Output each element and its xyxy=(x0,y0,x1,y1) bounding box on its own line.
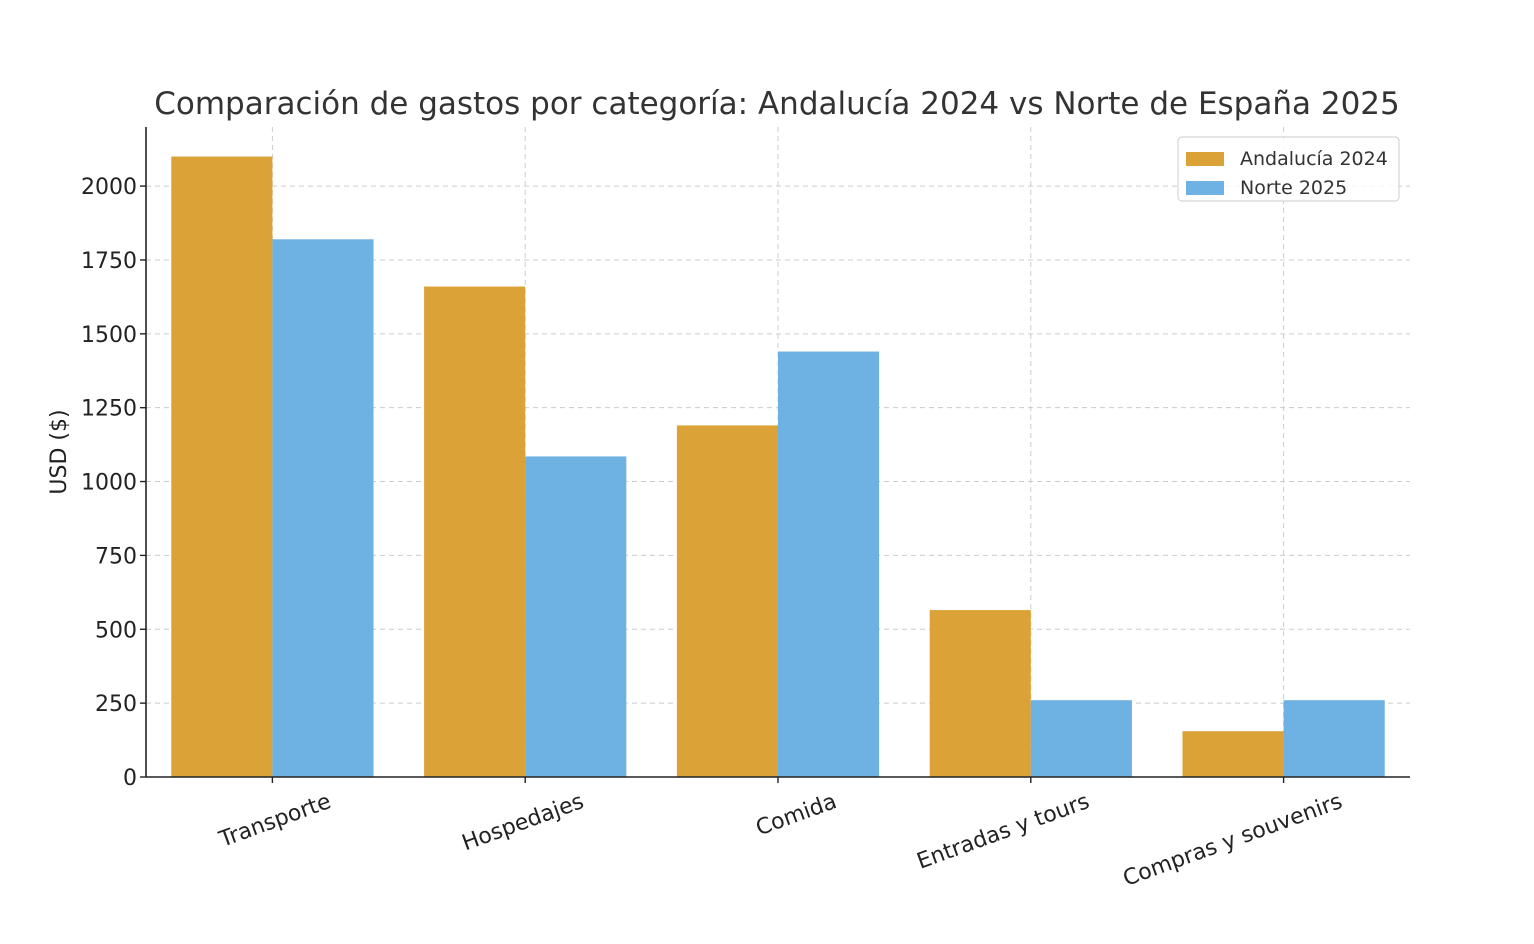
y-tick-label: 2000 xyxy=(81,175,137,200)
bar-norte-2025-0 xyxy=(272,239,374,778)
y-tick-label: 1500 xyxy=(81,323,137,348)
x-category-label: Hospedajes xyxy=(459,789,587,856)
chart-title: Comparación de gastos por categoría: And… xyxy=(154,86,1400,122)
y-tick-label: 1750 xyxy=(81,249,137,274)
x-category-label: Compras y souvenirs xyxy=(1120,789,1346,892)
bar-andalucia-2024-4 xyxy=(1182,731,1284,777)
x-category-label: Transporte xyxy=(215,789,334,853)
bar-norte-2025-1 xyxy=(525,456,627,777)
legend: Andalucía 2024 Norte 2025 xyxy=(1177,136,1400,202)
x-category-label: Comida xyxy=(753,789,840,841)
bar-andalucia-2024-1 xyxy=(424,286,526,777)
bar-norte-2025-2 xyxy=(778,351,880,777)
y-tick-label: 1250 xyxy=(81,397,137,422)
bar-andalucia-2024-3 xyxy=(929,610,1031,777)
y-tick-label: 1000 xyxy=(81,471,137,496)
bar-norte-2025-3 xyxy=(1030,700,1132,777)
legend-label: Andalucía 2024 xyxy=(1240,148,1388,170)
y-tick-label: 0 xyxy=(123,766,137,791)
bar-andalucia-2024-2 xyxy=(676,425,778,777)
y-ticks: 0 250 500 750 1000 1250 1500 1750 2000 xyxy=(81,175,146,791)
legend-box xyxy=(1177,136,1400,202)
x-category-label: Entradas y tours xyxy=(914,789,1093,875)
bar-andalucia-2024-0 xyxy=(171,156,273,777)
legend-label: Norte 2025 xyxy=(1240,177,1347,199)
x-categories: Transporte Hospedajes Comida Entradas y tou… xyxy=(215,777,1346,892)
y-axis-label: USD ($) xyxy=(47,409,72,494)
legend-swatch xyxy=(1186,181,1224,195)
y-tick-label: 250 xyxy=(95,692,137,717)
bars xyxy=(171,156,1385,778)
legend-swatch xyxy=(1186,152,1224,166)
y-tick-label: 750 xyxy=(95,544,137,569)
bar-norte-2025-4 xyxy=(1283,700,1385,777)
y-tick-label: 500 xyxy=(95,618,137,643)
